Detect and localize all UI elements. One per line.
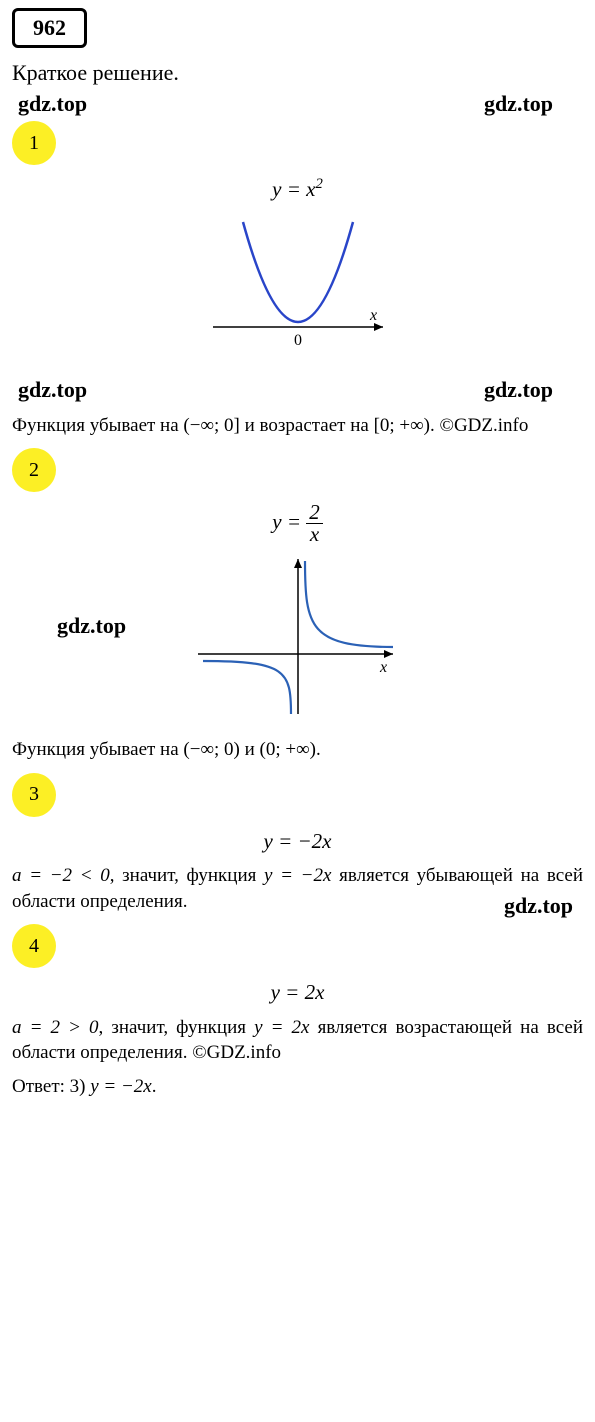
interval: (0; +∞) xyxy=(260,739,316,760)
answer-label: Ответ: xyxy=(12,1076,70,1097)
graph-1: 0 x xyxy=(12,207,583,365)
coef: a = −2 < 0 xyxy=(12,865,110,886)
watermark: gdz.top xyxy=(484,89,553,119)
bullet-2: 2 xyxy=(12,448,56,492)
copyright: ©GDZ.info xyxy=(192,1042,281,1063)
text: . xyxy=(316,739,321,760)
parabola-graph: 0 x xyxy=(198,207,398,357)
text: и возрас­тает на xyxy=(240,415,374,436)
x-axis-label: x xyxy=(369,307,377,324)
x-axis-arrow xyxy=(384,650,393,658)
hyperbola-branch-neg xyxy=(203,661,291,714)
hyperbola-graph: x xyxy=(188,549,408,719)
origin-label: 0 xyxy=(294,332,302,349)
bullet-1: 1 xyxy=(12,121,56,165)
equation-1: y = x2 xyxy=(12,175,583,203)
bullet-4: 4 xyxy=(12,924,56,968)
answer: Ответ: 3) y = −2x. xyxy=(12,1074,583,1100)
eq-num: 2 xyxy=(306,502,323,524)
eq-text: y = x xyxy=(272,177,315,201)
watermark-row-1: gdz.top gdz.top xyxy=(12,89,583,119)
x-axis-arrow xyxy=(374,323,383,331)
answer-fn: y = −2x xyxy=(90,1076,152,1097)
part-1: 1 y = x2 0 x xyxy=(12,119,583,365)
watermark: gdz.top xyxy=(484,375,553,405)
watermark: gdz.top xyxy=(18,375,87,405)
parabola-curve xyxy=(243,222,353,322)
equation-4: y = 2x xyxy=(12,978,583,1006)
bullet-3: 3 xyxy=(12,773,56,817)
y-axis-arrow xyxy=(294,559,302,568)
text: , значит, функция xyxy=(110,865,264,886)
problem-number: 962 xyxy=(12,8,87,48)
equation-3: y = −2x xyxy=(12,827,583,855)
text: и xyxy=(240,739,260,760)
graph-2: x gdz.top xyxy=(12,549,583,727)
interval: [0; +∞) xyxy=(374,415,430,436)
part-4-text: a = 2 > 0, значит, функция y = 2x яв­ляе… xyxy=(12,1015,583,1066)
heading: Краткое решение. xyxy=(12,58,583,88)
watermark: gdz.top xyxy=(57,611,126,641)
equation-2: y = 2x xyxy=(12,502,583,545)
answer-dot: . xyxy=(152,1076,157,1097)
hyperbola-branch-pos xyxy=(305,561,393,647)
text: , значит, функция xyxy=(99,1017,255,1038)
fn: y = 2x xyxy=(254,1017,309,1038)
eq-exp: 2 xyxy=(315,176,322,192)
text: . xyxy=(430,415,435,436)
text: Функция убывает на xyxy=(12,739,183,760)
part-3-text: a = −2 < 0, значит, функция y = −2x яв­л… xyxy=(12,863,583,914)
part-2: 2 y = 2x x gdz.top xyxy=(12,446,583,727)
eq-lhs: y = xyxy=(272,510,306,534)
eq-den: x xyxy=(306,524,323,545)
part-4: 4 y = 2x a = 2 > 0, значит, функция y = … xyxy=(12,922,583,1066)
watermark: gdz.top xyxy=(18,89,87,119)
interval: (−∞; 0) xyxy=(183,739,239,760)
part-1-text: Функция убывает на (−∞; 0] и возрас­тает… xyxy=(12,413,583,439)
part-3: 3 y = −2x a = −2 < 0, значит, функция y … xyxy=(12,771,583,915)
coef: a = 2 > 0 xyxy=(12,1017,99,1038)
x-axis-label: x xyxy=(379,659,387,676)
watermark-row-2: gdz.top gdz.top xyxy=(12,375,583,405)
text: Функция убывает на xyxy=(12,415,183,436)
interval: (−∞; 0] xyxy=(183,415,239,436)
watermark: gdz.top xyxy=(504,891,573,921)
answer-num: 3) xyxy=(70,1076,91,1097)
copyright: ©GDZ.info xyxy=(440,415,529,436)
fn: y = −2x xyxy=(264,865,331,886)
part-2-text: Функция убывает на (−∞; 0) и (0; +∞). xyxy=(12,737,583,763)
